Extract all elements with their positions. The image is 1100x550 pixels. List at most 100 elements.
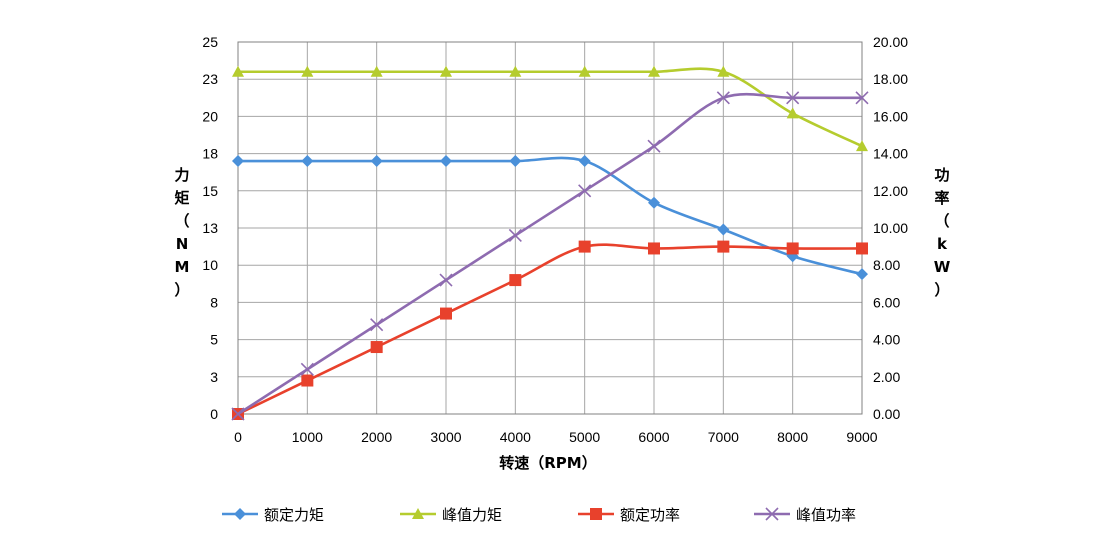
series-line: [237, 92, 862, 416]
data-point: [300, 362, 314, 376]
legend-item: 峰值力矩: [400, 506, 502, 524]
data-point: [786, 242, 799, 255]
series-line: [237, 243, 863, 416]
data-point: [855, 91, 869, 105]
series-line: [238, 156, 863, 276]
right-tick-label: 4.00: [873, 332, 900, 348]
data-point: [439, 273, 453, 287]
legend-marker: [234, 508, 246, 520]
left-tick-label: 20: [202, 108, 218, 124]
x-tick-label: 9000: [846, 429, 877, 445]
series-3: [232, 240, 868, 420]
data-point: [856, 242, 868, 255]
legend-label: 峰值力矩: [442, 506, 502, 524]
left-tick-label: 18: [202, 146, 218, 162]
data-point: [648, 196, 660, 209]
data-point: [440, 65, 452, 77]
left-tick-label: 5: [210, 332, 218, 348]
data-point: [509, 155, 522, 168]
data-point: [509, 65, 522, 77]
left-tick-label: 25: [202, 34, 218, 50]
data-point: [301, 374, 314, 387]
x-tick-label: 5000: [569, 429, 600, 445]
data-point: [440, 155, 452, 168]
legend-label: 额定功率: [620, 506, 680, 524]
right-tick-label: 0.00: [873, 406, 900, 422]
right-tick-label: 16.00: [873, 108, 908, 124]
series-layer: [231, 65, 869, 421]
data-point: [231, 407, 245, 421]
data-point: [717, 240, 730, 253]
data-point: [786, 107, 799, 119]
right-tick-label: 12.00: [873, 183, 908, 199]
series-line: [238, 67, 863, 148]
data-point: [301, 155, 314, 168]
data-point: [370, 318, 384, 332]
x-axis-ticks: 0 1000 2000 3000 4000 5000 6000 7000 8000 9000: [234, 429, 878, 445]
legend: 额定力矩 峰值力矩 额定功率 峰值功率: [222, 506, 856, 524]
legend-item: 峰值功率: [754, 506, 856, 524]
data-point: [301, 65, 314, 77]
data-point: [440, 307, 452, 320]
series-4: [231, 91, 869, 421]
left-tick-label: 15: [202, 183, 218, 199]
data-point: [786, 91, 800, 105]
legend-marker: [590, 508, 602, 520]
data-point: [370, 341, 383, 354]
data-point: [717, 223, 730, 236]
data-point: [648, 65, 660, 77]
legend-item: 额定功率: [578, 506, 680, 524]
data-point: [648, 242, 660, 255]
left-tick-label: 8: [210, 294, 218, 310]
data-point: [370, 155, 383, 168]
x-tick-label: 2000: [361, 429, 392, 445]
left-tick-label: 23: [202, 71, 218, 87]
right-tick-label: 14.00: [873, 146, 908, 162]
data-point: [856, 140, 868, 152]
x-tick-label: 1000: [292, 429, 323, 445]
data-point: [508, 228, 522, 243]
plot-frame: [237, 41, 863, 415]
data-point: [509, 274, 522, 287]
data-point: [578, 240, 591, 253]
data-point: [716, 91, 730, 105]
x-tick-label: 6000: [638, 429, 669, 445]
data-point: [578, 65, 591, 77]
data-point: [856, 268, 868, 281]
legend-label: 额定力矩: [264, 506, 324, 524]
x-tick-label: 7000: [708, 429, 739, 445]
x-tick-label: 8000: [777, 429, 808, 445]
data-point: [578, 184, 592, 198]
x-axis-title: 转速（RPM）: [499, 454, 596, 472]
legend-marker: [765, 507, 779, 521]
right-tick-label: 6.00: [873, 294, 900, 310]
right-tick-label: 18.00: [873, 71, 908, 87]
data-point: [578, 155, 591, 168]
data-point: [232, 155, 244, 168]
right-axis-ticks: 0.00 2.00 4.00 6.00 8.00 10.00 12.00 14.00 16.00…: [873, 34, 908, 422]
left-tick-label: 13: [202, 220, 218, 236]
legend-marker: [412, 508, 424, 519]
series-1: [232, 155, 868, 281]
right-axis-title: 功率（ k W）: [934, 166, 951, 299]
right-tick-label: 2.00: [873, 369, 900, 385]
data-point: [717, 65, 730, 77]
right-tick-label: 20.00: [873, 34, 908, 50]
right-tick-label: 10.00: [873, 220, 908, 236]
legend-item: 额定力矩: [222, 506, 324, 524]
left-tick-label: 3: [210, 369, 218, 385]
x-tick-label: 4000: [500, 429, 531, 445]
series-2: [232, 65, 868, 152]
left-tick-label: 10: [202, 257, 218, 273]
data-point: [370, 65, 383, 77]
left-axis-ticks: 0 3 5 8 10 13 15 18 20 23 25: [202, 34, 218, 422]
data-point: [647, 139, 661, 153]
x-tick-label: 0: [234, 429, 242, 445]
legend-label: 峰值功率: [796, 506, 856, 524]
left-axis-title: 力矩（ N M）: [174, 166, 189, 299]
right-tick-label: 8.00: [873, 257, 900, 273]
left-tick-label: 0: [210, 406, 218, 422]
x-tick-label: 3000: [430, 429, 461, 445]
data-point: [232, 65, 244, 77]
